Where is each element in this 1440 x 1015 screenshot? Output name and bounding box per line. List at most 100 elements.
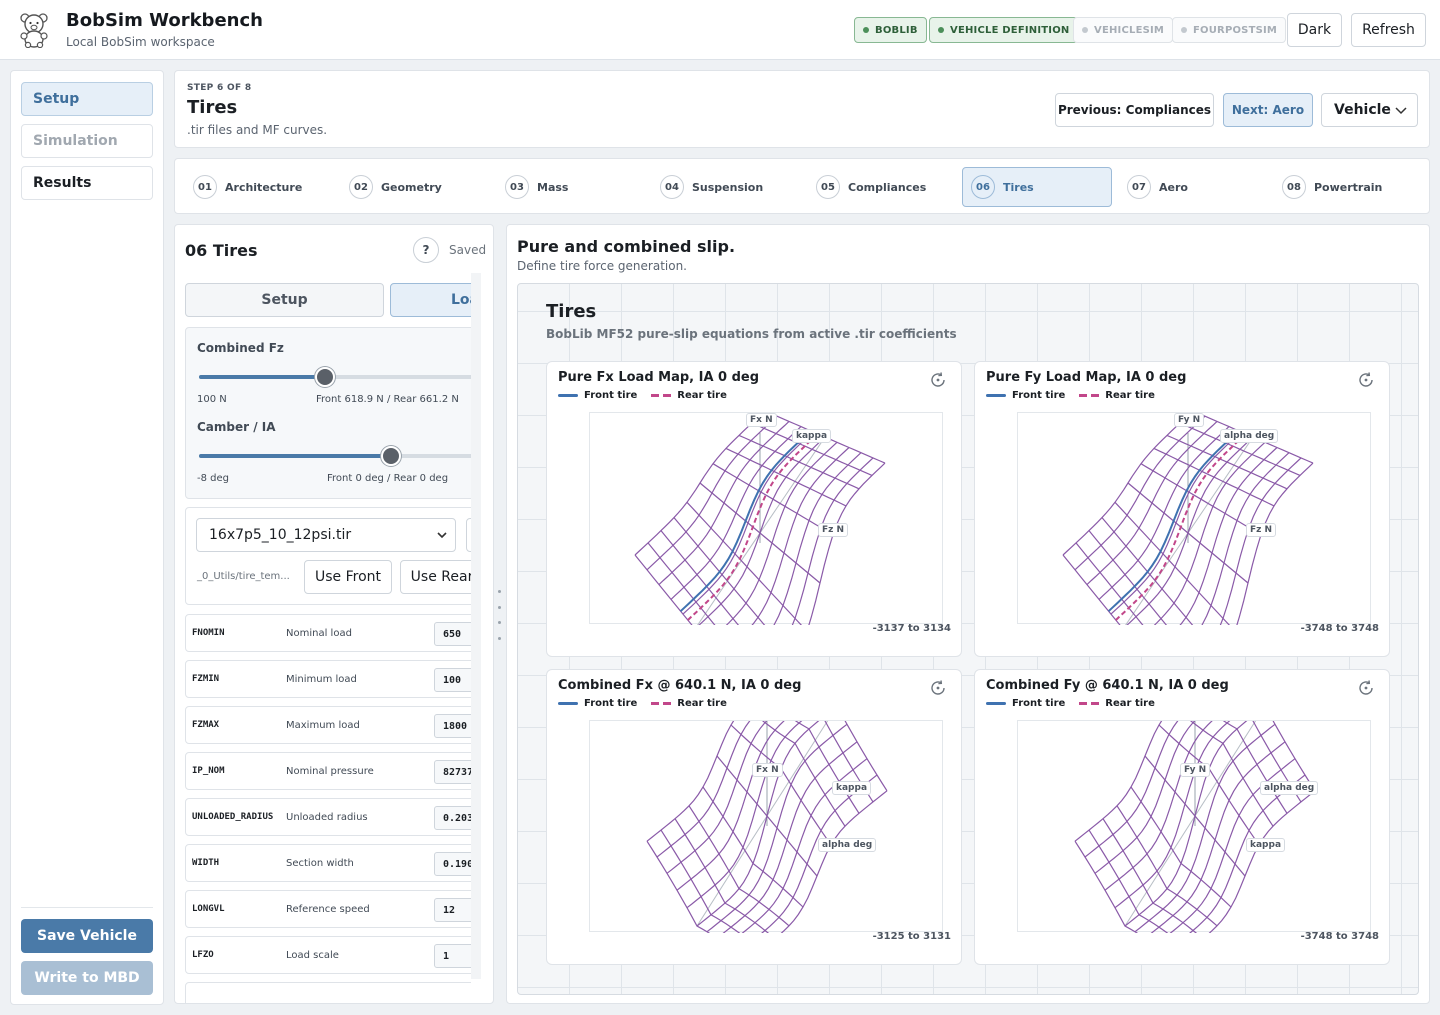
step-label: Tires bbox=[1003, 180, 1034, 194]
refresh-button[interactable]: Refresh bbox=[1351, 13, 1426, 47]
mesh-line bbox=[674, 818, 770, 933]
param-value-input[interactable]: 650 bbox=[434, 622, 471, 646]
surface-plot[interactable]: Fx N kappa alpha deg bbox=[589, 720, 943, 933]
next-step-button[interactable]: Next: Aero bbox=[1223, 93, 1313, 127]
panel-scroll-area[interactable]: Setup Loa Combined Fz 100 N Front 618.9 … bbox=[185, 273, 471, 1003]
step-tab-compliances[interactable]: 05 Compliances bbox=[808, 167, 958, 207]
param-desc: Minimum load bbox=[286, 674, 357, 685]
combined-fz-slider[interactable] bbox=[199, 367, 471, 387]
param-value-input[interactable]: 82737 bbox=[434, 760, 471, 784]
reset-view-icon[interactable] bbox=[1357, 679, 1375, 697]
reset-view-icon[interactable] bbox=[1357, 371, 1375, 389]
previous-step-button[interactable]: Previous: Compliances bbox=[1055, 93, 1214, 127]
step-tab-powertrain[interactable]: 08 Powertrain bbox=[1274, 167, 1424, 207]
plot-card-pure-fx: Pure Fx Load Map, IA 0 deg Front tire Rear… bbox=[546, 361, 962, 657]
reset-view-icon[interactable] bbox=[929, 679, 947, 697]
step-tab-aero[interactable]: 07 Aero bbox=[1119, 167, 1269, 207]
combined-fz-value: Front 618.9 N / Rear 661.2 N bbox=[316, 394, 459, 405]
z-axis-label: Fy N bbox=[1180, 763, 1211, 777]
surface-plot[interactable]: Fx N kappa Fz N bbox=[589, 412, 943, 625]
use-rear-button[interactable]: Use Rear bbox=[400, 560, 471, 594]
param-value-input[interactable]: 0.203 bbox=[434, 806, 471, 830]
plot-title: Pure Fy Load Map, IA 0 deg bbox=[986, 370, 1187, 385]
legend-label-rear: Rear tire bbox=[1105, 698, 1155, 709]
resize-handle[interactable] bbox=[498, 590, 502, 640]
param-value-input[interactable]: 12 bbox=[434, 898, 471, 922]
tir-file-value: 16x7p5_10_12psi.tir bbox=[209, 527, 352, 543]
slider-group: Combined Fz 100 N Front 618.9 N / Rear 6… bbox=[185, 327, 471, 499]
param-key: FNOMIN bbox=[192, 628, 225, 638]
step-label: Powertrain bbox=[1314, 180, 1383, 194]
panel-scrollbar[interactable] bbox=[471, 273, 481, 979]
app-title: BobSim Workbench bbox=[66, 10, 263, 31]
mesh-line bbox=[773, 452, 862, 625]
surface-plot[interactable]: Fy N alpha deg kappa bbox=[1017, 720, 1371, 933]
step-tab-mass[interactable]: 03 Mass bbox=[497, 167, 647, 207]
mesh-line bbox=[1179, 422, 1301, 476]
app-header: BobSim Workbench Local BobSim workspace … bbox=[0, 0, 1440, 60]
camber-min: -8 deg bbox=[197, 473, 229, 484]
step-tab-tires[interactable]: 06 Tires bbox=[962, 167, 1112, 207]
mesh-line bbox=[1130, 786, 1232, 908]
plot-range: -3748 to 3748 bbox=[1300, 931, 1379, 942]
plot-title: Pure Fx Load Map, IA 0 deg bbox=[558, 370, 760, 385]
camber-slider[interactable] bbox=[199, 446, 471, 466]
grip-dot-icon bbox=[498, 605, 501, 609]
plot-legend: Front tire Rear tire bbox=[558, 698, 727, 709]
step-tab-suspension[interactable]: 04 Suspension bbox=[652, 167, 802, 207]
legend-swatch-front bbox=[986, 702, 1006, 705]
param-value-input[interactable]: 1800 bbox=[434, 714, 471, 738]
step-label: Mass bbox=[537, 180, 569, 194]
step-navigator: 01 Architecture 02 Geometry 03 Mass 04 Suspe… bbox=[174, 158, 1430, 214]
step-tab-architecture[interactable]: 01 Architecture bbox=[185, 167, 335, 207]
tir-file-select[interactable]: 16x7p5_10_12psi.tir bbox=[196, 518, 456, 552]
step-number: 03 bbox=[505, 175, 529, 199]
mesh-line bbox=[1074, 840, 1139, 933]
tab-load[interactable]: Loa bbox=[390, 283, 471, 317]
mesh-line bbox=[673, 517, 766, 625]
use-front-button[interactable]: Use Front bbox=[304, 560, 392, 594]
plot-title: Combined Fx @ 640.1 N, IA 0 deg bbox=[558, 678, 802, 693]
grip-dot-icon bbox=[498, 636, 501, 640]
sidebar-item-results[interactable]: Results bbox=[21, 166, 153, 200]
mesh-line bbox=[1074, 721, 1163, 842]
dark-mode-button[interactable]: Dark bbox=[1287, 13, 1342, 47]
param-desc: Nominal load bbox=[286, 628, 352, 639]
pill-label: FOURPOSTSIM bbox=[1193, 24, 1278, 36]
surface-plot[interactable]: Fy N alpha deg Fz N bbox=[1017, 412, 1371, 625]
mesh-line bbox=[1062, 554, 1121, 625]
sidebar-item-setup[interactable]: Setup bbox=[21, 82, 153, 116]
param-value-input[interactable]: 1 bbox=[434, 944, 471, 968]
pill-label: VEHICLESIM bbox=[1094, 24, 1165, 36]
mesh-line bbox=[1252, 721, 1302, 803]
app-subtitle: Local BobSim workspace bbox=[66, 35, 215, 49]
reset-view-icon[interactable] bbox=[929, 371, 947, 389]
slider-handle[interactable] bbox=[315, 367, 335, 387]
step-label: Geometry bbox=[381, 180, 442, 194]
step-tab-geometry[interactable]: 02 Geometry bbox=[341, 167, 491, 207]
param-value-input[interactable]: 0.190 bbox=[434, 852, 471, 876]
sidebar: Setup Simulation Results Save Vehicle Wr… bbox=[10, 70, 164, 1005]
status-pill-boblib: BOBLIB bbox=[854, 17, 927, 43]
mesh-line bbox=[808, 462, 886, 625]
step-header: STEP 6 OF 8 Tires .tir files and MF curv… bbox=[174, 70, 1430, 148]
mesh-line bbox=[1062, 413, 1192, 556]
sidebar-item-simulation[interactable]: Simulation bbox=[21, 124, 153, 158]
mesh-line bbox=[660, 829, 741, 933]
scope-select[interactable]: Vehicle bbox=[1321, 93, 1418, 127]
tab-setup[interactable]: Setup bbox=[185, 283, 384, 317]
browse-button[interactable] bbox=[466, 518, 471, 552]
slider-fill bbox=[199, 375, 325, 379]
slider-handle[interactable] bbox=[381, 446, 401, 466]
step-number: 05 bbox=[816, 175, 840, 199]
mesh-line bbox=[686, 501, 803, 625]
write-to-mbd-button[interactable]: Write to MBD bbox=[21, 961, 153, 995]
save-vehicle-button[interactable]: Save Vehicle bbox=[21, 919, 153, 953]
param-value-input[interactable]: 100 bbox=[434, 668, 471, 692]
section-title: Pure and combined slip. bbox=[517, 237, 736, 256]
mesh-line bbox=[716, 755, 818, 877]
help-button[interactable]: ? bbox=[413, 237, 439, 263]
step-number: 08 bbox=[1282, 175, 1306, 199]
mesh-line bbox=[1272, 721, 1316, 792]
plot-legend: Front tire Rear tire bbox=[986, 390, 1155, 401]
